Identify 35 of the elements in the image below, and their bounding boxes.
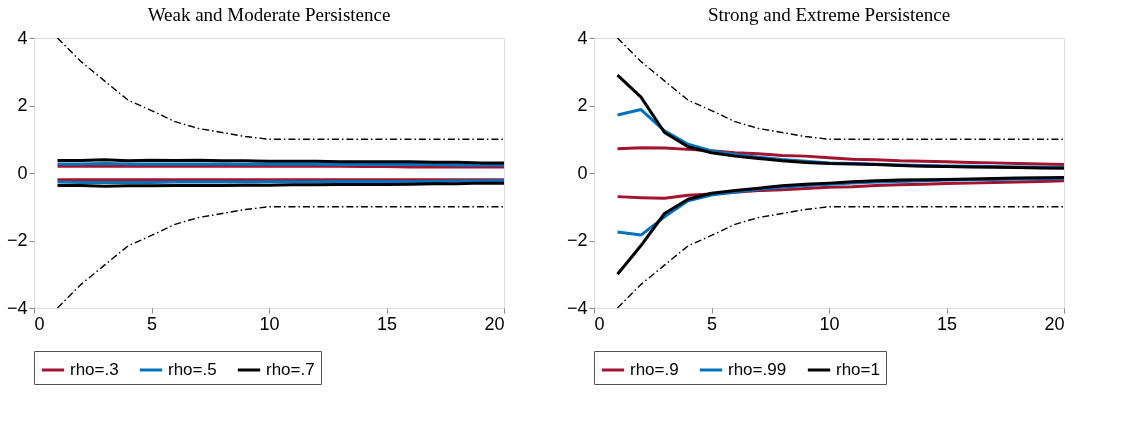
y-tick-label: −2	[6, 230, 28, 250]
x-tick-label: 5	[146, 313, 158, 334]
legend-label: rho=.5	[168, 360, 217, 379]
y-tick-label: −4	[566, 297, 588, 318]
legend-label: rho=.3	[70, 360, 119, 379]
line-series	[56, 206, 504, 308]
x-tick-label: 10	[259, 313, 280, 334]
line-series	[56, 38, 504, 140]
y-tick-label: 0	[577, 162, 588, 183]
chart-title: Weak and Moderate Persistence	[147, 4, 391, 25]
x-tick-label: 10	[819, 313, 840, 334]
y-tick-label: −2	[566, 230, 588, 250]
line-series	[616, 73, 1064, 170]
line-series	[616, 146, 1064, 167]
x-tick-label: 20	[484, 313, 505, 334]
y-tick-label: 0	[17, 162, 28, 183]
line-series	[616, 206, 1064, 308]
y-tick-label: 4	[577, 27, 588, 48]
x-tick-label: 20	[1044, 313, 1065, 334]
y-tick-label: 2	[17, 95, 28, 115]
y-tick-label: −4	[6, 297, 28, 318]
line-series	[616, 38, 1064, 140]
line-series	[616, 175, 1064, 276]
legend-label: rho=.9	[630, 360, 679, 379]
y-tick-label: 4	[17, 27, 28, 48]
x-tick-label: 15	[936, 313, 958, 334]
x-tick-label: 15	[376, 313, 398, 334]
legend-label: rho=1	[836, 360, 880, 379]
chart-title: Strong and Extreme Persistence	[707, 4, 951, 25]
x-tick-label: 5	[706, 313, 718, 334]
y-tick-label: 2	[577, 95, 588, 115]
legend-label: rho=.99	[728, 360, 787, 379]
legend-label: rho=.7	[266, 360, 315, 379]
x-tick-label: 0	[594, 313, 605, 334]
x-tick-label: 0	[34, 313, 45, 334]
